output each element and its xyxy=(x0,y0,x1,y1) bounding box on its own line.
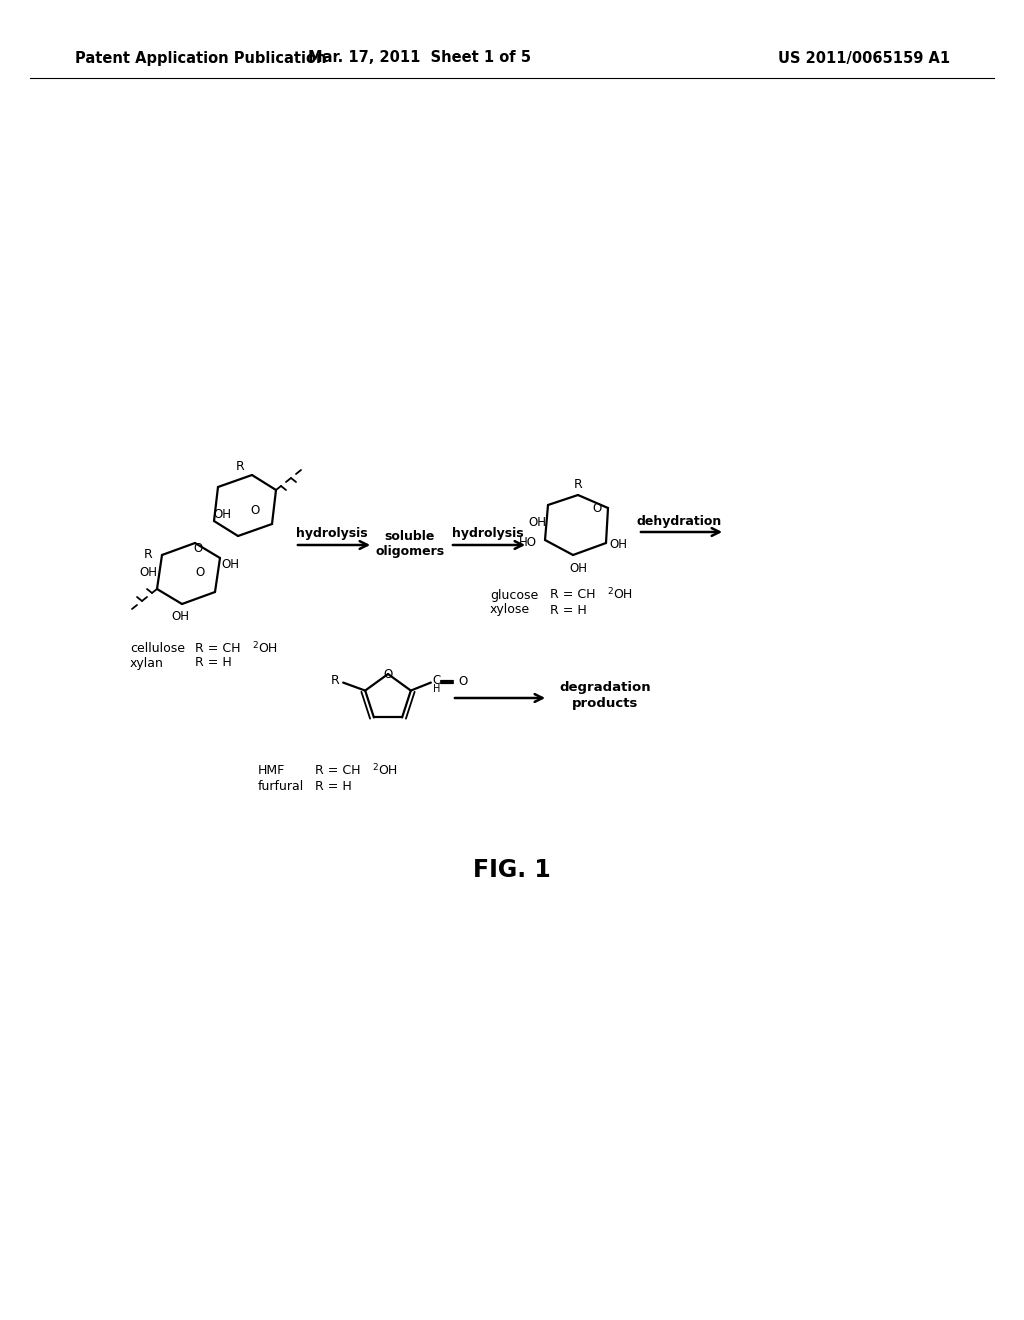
Text: O: O xyxy=(592,502,602,515)
Text: OH: OH xyxy=(221,558,239,572)
Text: OH: OH xyxy=(378,763,397,776)
Text: xylose: xylose xyxy=(490,603,530,616)
Text: 2: 2 xyxy=(607,587,612,597)
Text: hydrolysis: hydrolysis xyxy=(453,528,524,540)
Text: furfural: furfural xyxy=(258,780,304,792)
Text: R = H: R = H xyxy=(195,656,231,669)
Text: xylan: xylan xyxy=(130,656,164,669)
Text: OH: OH xyxy=(171,610,189,623)
Text: FIG. 1: FIG. 1 xyxy=(473,858,551,882)
Text: H: H xyxy=(433,684,440,693)
Text: R: R xyxy=(573,479,583,491)
Text: O: O xyxy=(194,541,203,554)
Text: 2: 2 xyxy=(252,640,258,649)
Text: R: R xyxy=(236,459,245,473)
Text: Patent Application Publication: Patent Application Publication xyxy=(75,50,327,66)
Text: OH: OH xyxy=(609,539,627,552)
Text: OH: OH xyxy=(613,589,632,602)
Text: R = H: R = H xyxy=(550,603,587,616)
Text: O: O xyxy=(459,675,468,688)
Text: glucose: glucose xyxy=(490,589,539,602)
Text: OH: OH xyxy=(213,508,231,521)
Text: R: R xyxy=(331,675,340,688)
Text: 2: 2 xyxy=(372,763,378,771)
Text: OH: OH xyxy=(528,516,546,528)
Text: HO: HO xyxy=(519,536,537,549)
Text: Mar. 17, 2011  Sheet 1 of 5: Mar. 17, 2011 Sheet 1 of 5 xyxy=(308,50,531,66)
Text: O: O xyxy=(251,503,260,516)
Text: R = CH: R = CH xyxy=(195,642,241,655)
Text: R = CH: R = CH xyxy=(550,589,596,602)
Text: O: O xyxy=(383,668,392,681)
Text: R = H: R = H xyxy=(315,780,352,792)
Text: cellulose: cellulose xyxy=(130,642,185,655)
Text: soluble: soluble xyxy=(385,531,435,544)
Text: hydrolysis: hydrolysis xyxy=(296,528,368,540)
Text: OH: OH xyxy=(258,642,278,655)
Text: C: C xyxy=(433,675,441,688)
Text: products: products xyxy=(571,697,638,710)
Text: OH: OH xyxy=(569,561,587,574)
Text: O: O xyxy=(196,565,205,578)
Text: degradation: degradation xyxy=(559,681,651,694)
Text: dehydration: dehydration xyxy=(636,515,722,528)
Text: OH: OH xyxy=(139,566,157,579)
Text: oligomers: oligomers xyxy=(376,545,444,558)
Text: HMF: HMF xyxy=(258,763,286,776)
Text: R: R xyxy=(143,548,153,561)
Text: R = CH: R = CH xyxy=(315,763,360,776)
Text: US 2011/0065159 A1: US 2011/0065159 A1 xyxy=(778,50,950,66)
